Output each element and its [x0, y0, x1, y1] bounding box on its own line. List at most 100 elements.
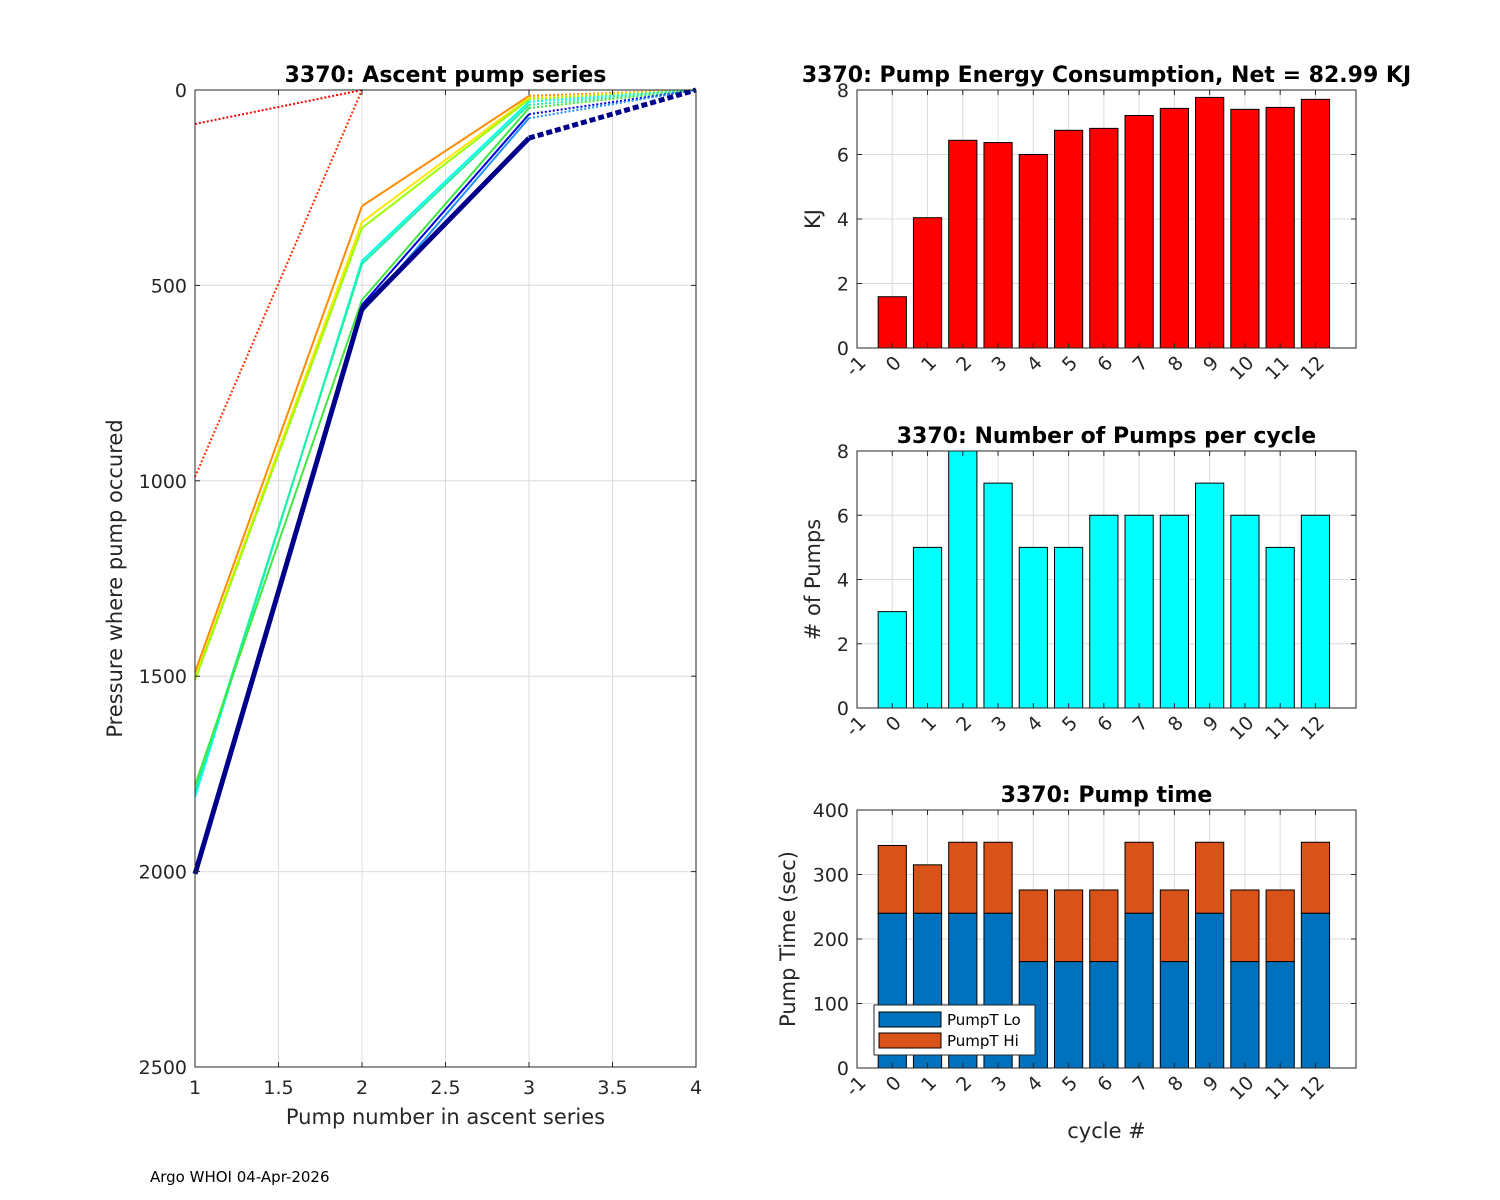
x-tick-label: 12 — [1296, 1072, 1329, 1105]
bar-pumpt-hi — [1089, 889, 1119, 963]
bar-pumpt-hi — [948, 841, 978, 914]
bar — [1195, 96, 1225, 349]
bar — [1053, 546, 1084, 709]
x-tick-label: 2 — [356, 1077, 368, 1099]
bar — [1089, 127, 1119, 349]
x-tick-label: 9 — [1199, 352, 1223, 376]
x-tick-label: 2 — [952, 712, 976, 736]
y-tick-label: 2 — [837, 634, 849, 656]
bar — [948, 139, 978, 349]
bar — [983, 482, 1013, 709]
x-tick-label: 7 — [1129, 1072, 1153, 1096]
series-segment-dotted — [528, 87, 697, 141]
bar-pumpt-lo — [1124, 912, 1154, 1069]
x-tick-label: 5 — [1058, 1072, 1082, 1096]
x-tick-label: 6 — [1093, 352, 1117, 376]
bar — [1300, 98, 1331, 349]
x-tick-label: 2.5 — [430, 1077, 460, 1099]
bar — [1124, 114, 1154, 349]
bar-pumpt-hi — [1195, 841, 1225, 914]
bar — [1195, 482, 1225, 709]
y-tick-label: 8 — [837, 441, 849, 463]
y-axis-label: Pump Time (sec) — [776, 851, 800, 1027]
series-segment — [360, 136, 531, 311]
bar-pumpt-hi — [912, 864, 943, 914]
x-tick-label: 5 — [1058, 352, 1082, 376]
bar — [1230, 108, 1260, 349]
x-axis-label: cycle # — [1067, 1119, 1146, 1143]
legend-swatch-lo — [878, 1011, 942, 1028]
x-tick-label: 3.5 — [597, 1077, 627, 1099]
bar — [1159, 514, 1189, 709]
x-tick-label: 4 — [690, 1077, 702, 1099]
y-tick-label: 2 — [837, 274, 849, 296]
bar — [1089, 514, 1119, 709]
y-tick-label: 500 — [151, 275, 187, 297]
y-tick-label: 400 — [813, 800, 849, 822]
x-tick-label: 1 — [917, 712, 941, 736]
x-tick-label: 10 — [1226, 712, 1259, 745]
bar — [1300, 514, 1331, 709]
axes-box — [856, 809, 1357, 1069]
bar-pumpt-lo — [1230, 961, 1260, 1069]
y-tick-label: 100 — [813, 994, 849, 1016]
x-tick-label: 0 — [882, 712, 906, 736]
bars — [877, 841, 1331, 1069]
x-tick-label: 0 — [882, 1072, 906, 1096]
bar-pumpt-hi — [1018, 889, 1048, 963]
bar-pumpt-hi — [1230, 889, 1260, 963]
x-tick-label: 5 — [1058, 712, 1082, 736]
y-tick-label: 300 — [813, 865, 849, 887]
series-segment — [361, 104, 530, 265]
y-tick-label: 1500 — [139, 666, 187, 688]
x-tick-label: 7 — [1129, 712, 1153, 736]
bar-pumpt-hi — [983, 841, 1013, 914]
y-tick-label: 2500 — [139, 1057, 187, 1079]
bars — [877, 96, 1331, 349]
bar-pumpt-hi — [1053, 889, 1084, 963]
x-tick-label: 8 — [1164, 1072, 1188, 1096]
legend-label-lo: PumpT Lo — [947, 1011, 1021, 1029]
x-tick-label: 4 — [1023, 1072, 1047, 1096]
bar-pumpt-lo — [1159, 961, 1189, 1069]
x-tick-label: 8 — [1164, 352, 1188, 376]
series-segment — [361, 97, 530, 223]
bar-pumpt-hi — [1300, 841, 1331, 914]
y-tick-label: 2000 — [139, 862, 187, 884]
y-axis-label: KJ — [801, 209, 825, 229]
y-axis-label: # of Pumps — [801, 519, 825, 641]
legend-swatch-hi — [878, 1032, 942, 1049]
x-tick-label: 1.5 — [263, 1077, 293, 1099]
series-segment-dotted — [528, 89, 697, 120]
y-tick-label: 8 — [837, 80, 849, 102]
y-tick-label: 0 — [837, 1058, 849, 1080]
bar — [1265, 546, 1295, 709]
bar-pumpt-hi — [877, 844, 907, 914]
series-lines — [192, 87, 697, 875]
bar — [1018, 546, 1048, 709]
bar-pumpt-lo — [1265, 961, 1295, 1069]
axes-box — [856, 89, 1357, 349]
footer-caption: Argo WHOI 04-Apr-2026 — [150, 1168, 330, 1186]
bar — [1018, 154, 1048, 349]
series-segment — [361, 98, 530, 229]
y-axis-label: Pressure where pump occured — [103, 419, 127, 737]
series-segment — [194, 227, 363, 681]
y-tick-label: 200 — [813, 929, 849, 951]
bar — [912, 217, 943, 349]
bars — [877, 450, 1331, 709]
x-tick-label: 8 — [1164, 712, 1188, 736]
series-segment — [194, 205, 363, 673]
bar-pumpt-hi — [1265, 889, 1295, 963]
x-tick-label: 12 — [1296, 352, 1329, 385]
bar — [1230, 514, 1260, 709]
bar — [948, 450, 978, 709]
series-segment-dotted — [194, 89, 363, 125]
bar — [1159, 107, 1189, 349]
x-tick-label: 12 — [1296, 712, 1329, 745]
legend: PumpT Lo PumpT Hi — [873, 1004, 1036, 1056]
bar — [1124, 514, 1154, 709]
y-tick-label: 6 — [837, 145, 849, 167]
